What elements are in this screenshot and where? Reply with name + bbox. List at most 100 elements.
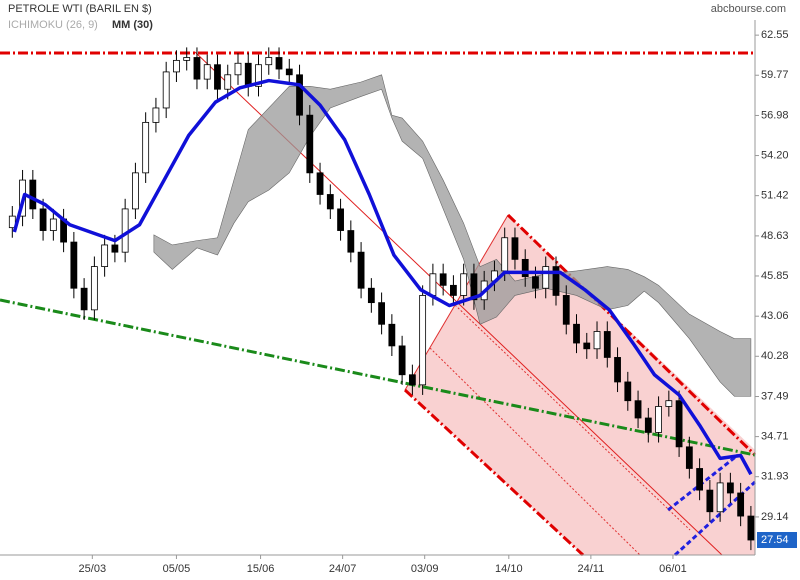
candle-body [439, 273, 447, 286]
x-tick-label: 14/10 [495, 563, 523, 575]
candle-body [532, 276, 539, 289]
candle-body [419, 295, 427, 386]
candle-body [214, 64, 221, 90]
y-tick-label: 54.20 [761, 149, 789, 161]
candle-body [460, 273, 468, 296]
candle-body [357, 251, 365, 289]
candle-body [542, 266, 550, 289]
last-price: 27.54 [761, 534, 789, 546]
x-tick-label: 24/07 [329, 563, 357, 575]
candle-body [634, 400, 642, 419]
y-tick-label: 29.14 [761, 511, 789, 523]
candle-body [583, 342, 591, 350]
candle-body [501, 237, 509, 272]
candle-body [726, 482, 734, 494]
legend-entry: ICHIMOKU (26, 9) [8, 19, 98, 31]
candle-body [675, 400, 683, 448]
candle-body [624, 381, 632, 402]
candle-body [511, 237, 519, 260]
candle-body [367, 287, 375, 304]
candle-body [80, 287, 88, 311]
candle-body [429, 273, 437, 296]
candle-body [306, 114, 314, 174]
candle-body [244, 62, 252, 87]
candle-body [275, 57, 283, 70]
candle-body [665, 400, 673, 407]
channel-lower [403, 388, 585, 557]
candle-body [316, 172, 324, 195]
candle-body [90, 266, 98, 311]
candle-body [398, 345, 406, 376]
y-tick-label: 40.28 [761, 350, 789, 362]
candle-body [593, 331, 601, 350]
y-tick-label: 34.71 [761, 431, 789, 443]
candle-body [614, 357, 621, 383]
candle-body [685, 446, 693, 469]
x-tick-label: 03/09 [411, 563, 439, 575]
candle-body [255, 64, 262, 87]
candle-body [747, 515, 755, 541]
x-tick-label: 25/03 [79, 563, 107, 575]
candle-body [737, 492, 745, 517]
candle-body [562, 295, 570, 325]
candle-body [224, 74, 232, 90]
candle-body [408, 374, 416, 386]
candle-body [162, 71, 170, 109]
candle-body [111, 244, 119, 253]
candle-body [388, 323, 396, 347]
candle-body [29, 179, 37, 210]
last-price-box [757, 532, 797, 549]
candle-body [337, 208, 344, 231]
moving-average [12, 78, 753, 476]
y-tick-label: 51.42 [761, 190, 789, 202]
candle-body [285, 68, 293, 76]
candle-body [450, 284, 457, 296]
candle-body [655, 406, 662, 433]
candle-body [152, 107, 160, 123]
ichimoku-cloud [153, 74, 752, 397]
candle-body [49, 218, 57, 231]
candle-body [142, 121, 150, 174]
candle-body [706, 489, 714, 513]
candle-body [696, 468, 704, 491]
channel-upper [506, 213, 757, 457]
x-tick-label: 15/06 [247, 563, 275, 575]
candle-body [470, 273, 478, 301]
support-line [0, 298, 756, 457]
candle-body [265, 57, 273, 66]
y-tick-label: 48.63 [761, 230, 789, 242]
y-tick-label: 37.49 [761, 390, 789, 402]
plot-area [8, 47, 755, 551]
candle-body [603, 331, 611, 358]
y-tick-label: 56.98 [761, 109, 789, 121]
channel-dotted [429, 347, 641, 556]
y-tick-label: 45.85 [761, 270, 789, 282]
candle-body [121, 208, 129, 253]
x-tick-label: 24/11 [578, 563, 605, 575]
candle-body [193, 57, 201, 80]
candle-body [552, 266, 560, 296]
candle-body [101, 244, 109, 267]
candle-body [644, 417, 652, 433]
candle-body [573, 323, 580, 344]
chart-title: PETROLE WTI (BARIL EN $) [8, 3, 152, 15]
legend-entry: MM (30) [112, 19, 153, 31]
y-tick-label: 59.77 [761, 69, 789, 81]
candle-body [70, 241, 78, 289]
candle-body [234, 62, 242, 76]
candle-body [378, 302, 386, 325]
y-tick-label: 43.06 [761, 310, 789, 322]
candle-body [39, 208, 47, 231]
source: abcbourse.com [711, 3, 786, 15]
candle-body [326, 194, 334, 210]
candle-body [296, 74, 303, 116]
candle-body [132, 172, 139, 210]
candle-body [521, 258, 529, 278]
x-tick-label: 05/05 [163, 563, 191, 575]
candle-body [173, 59, 180, 73]
x-tick-label: 06/01 [659, 563, 687, 575]
y-tick-label: 31.93 [761, 471, 789, 483]
candle-body [183, 57, 191, 61]
y-tick-label: 62.55 [761, 29, 789, 41]
